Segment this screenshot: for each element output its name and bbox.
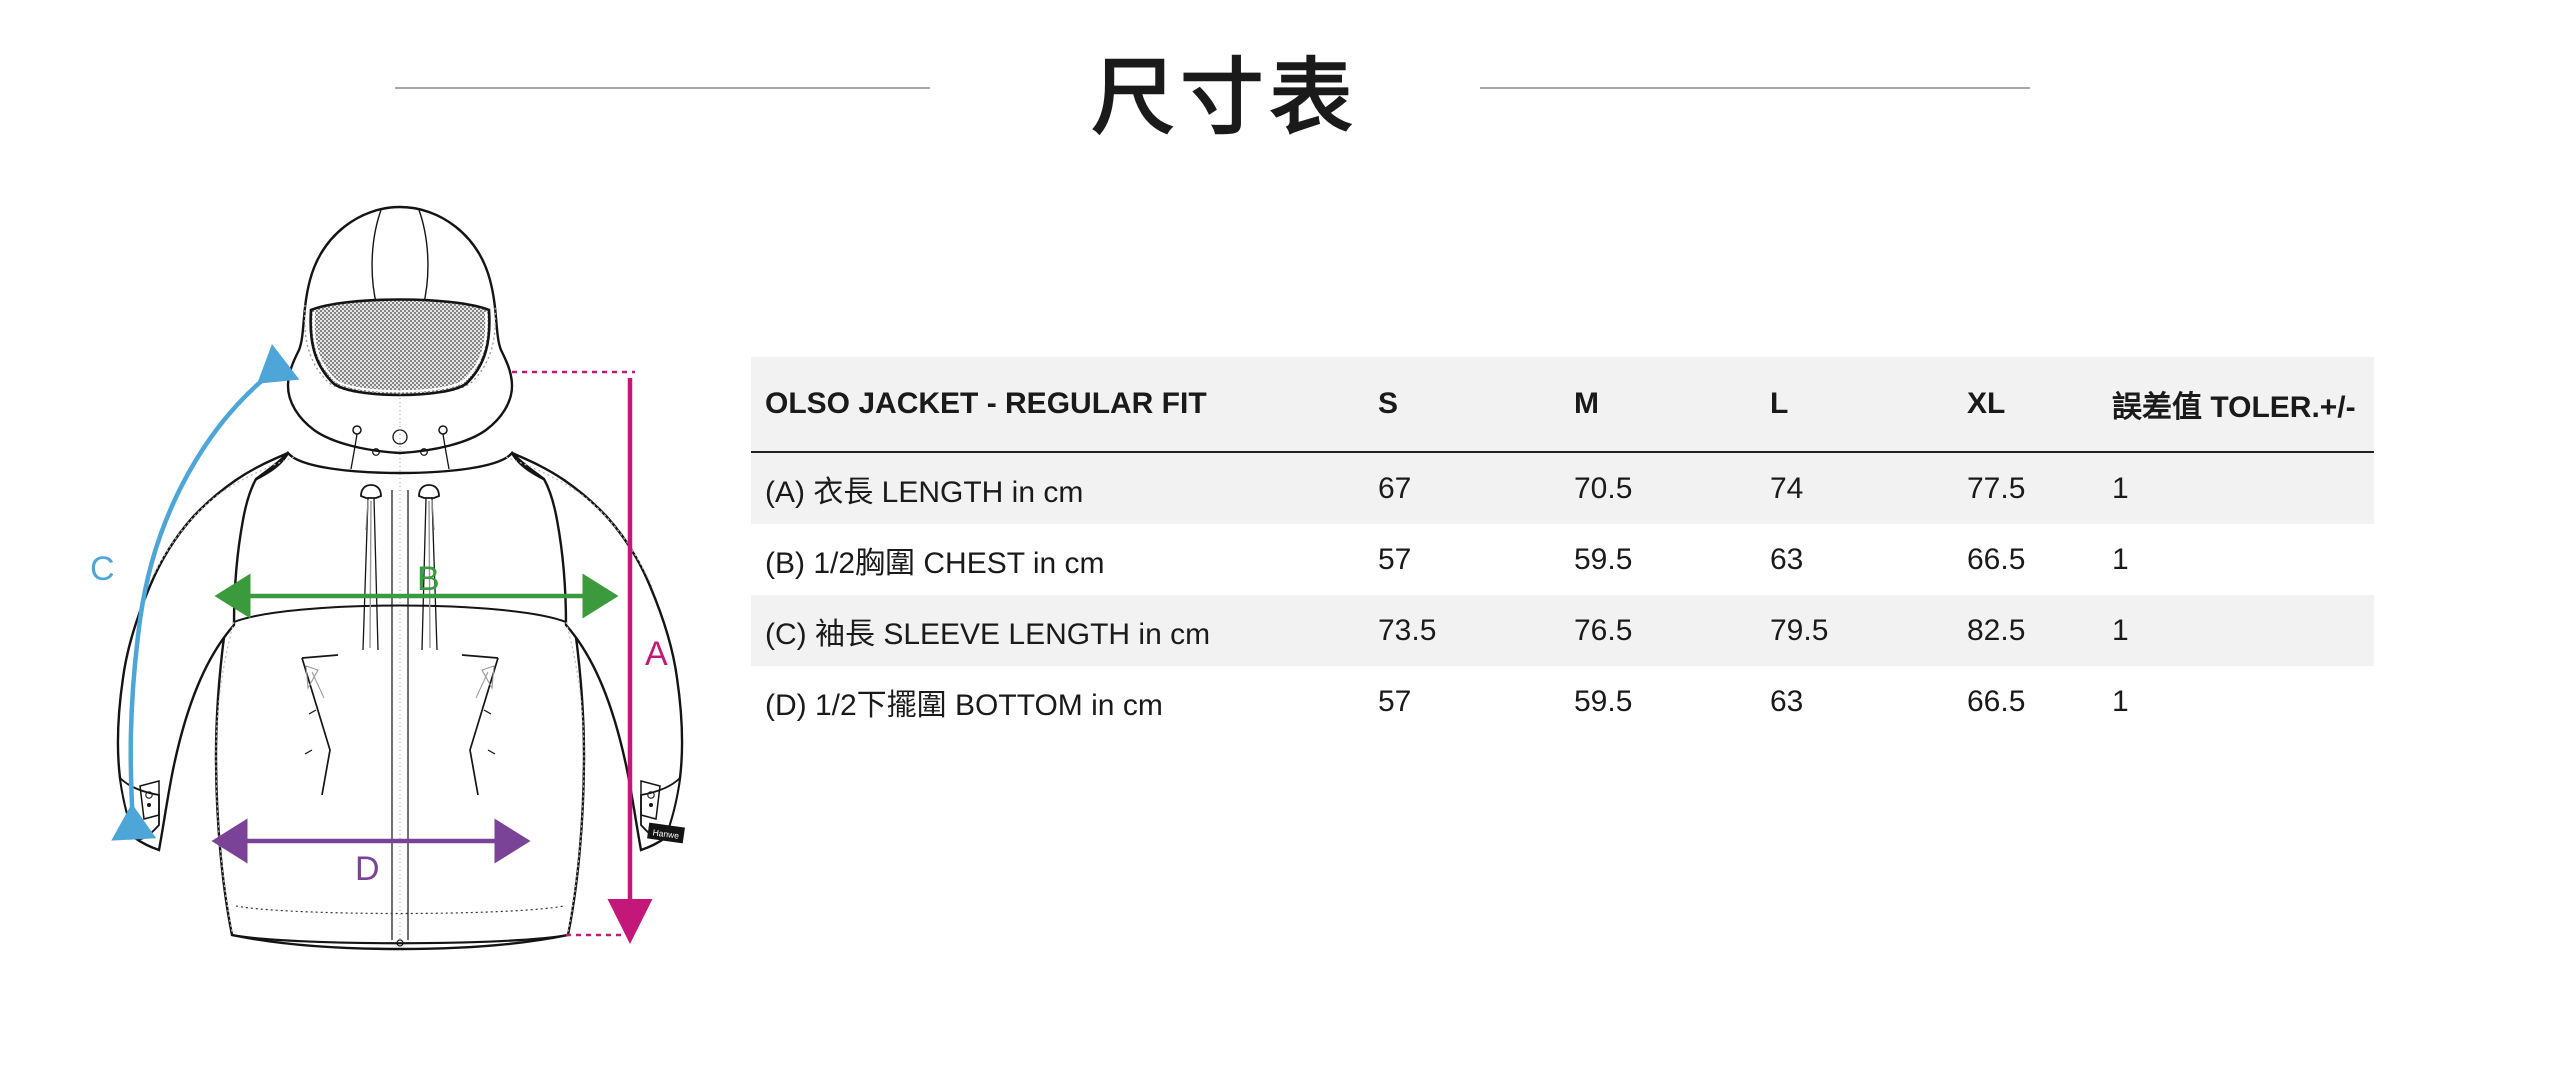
svg-text:C: C [90,550,115,588]
svg-text:D: D [355,850,380,888]
svg-text:B: B [417,560,440,598]
svg-text:A: A [645,635,668,673]
